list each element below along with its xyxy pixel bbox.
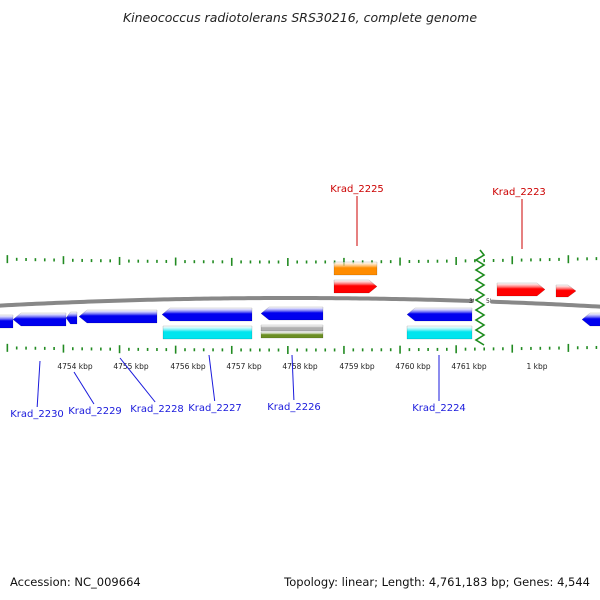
gene-arrow-krad-2231 bbox=[0, 314, 14, 329]
gene-arrow-krad-2223 bbox=[496, 282, 546, 297]
gene-label-krad-2225: Krad_2225 bbox=[330, 184, 384, 195]
gene-labels: Krad_2225 Krad_2223 Krad_2230 Krad_2229 Krad… bbox=[10, 184, 546, 420]
gene-label-krad-2227: Krad_2227 bbox=[188, 403, 242, 414]
gene-label-krad-2223: Krad_2223 bbox=[492, 187, 546, 198]
gene-arrow-krad-2222 bbox=[555, 284, 577, 298]
five-prime-label: 5' bbox=[486, 298, 492, 305]
scale-label: 4754 kbp bbox=[57, 362, 93, 371]
feature-box-gray bbox=[260, 324, 324, 332]
feature-box-orange bbox=[333, 261, 378, 276]
gene-arrow-krad-2225 bbox=[333, 279, 378, 294]
leader-line bbox=[119, 357, 156, 403]
gene-arrow-krad-2226 bbox=[260, 306, 324, 321]
feature-track bbox=[0, 261, 600, 340]
scale-label: 4760 kbp bbox=[395, 362, 431, 371]
accession-text: Accession: NC_009664 bbox=[10, 575, 141, 589]
topology-text: Topology: linear; Length: 4,761,183 bp; … bbox=[284, 575, 590, 589]
gene-arrow-krad-2227 bbox=[161, 307, 253, 322]
backbone-segment bbox=[490, 299, 600, 309]
scale-label: 4761 kbp bbox=[451, 362, 487, 371]
scale-label: 4757 kbp bbox=[226, 362, 262, 371]
scale-labels: 4754 kbp 4755 kbp 4756 kbp 4757 kbp 4758 kbp… bbox=[57, 362, 547, 371]
scale-label: 4758 kbp bbox=[282, 362, 318, 371]
sequence-break bbox=[474, 249, 486, 346]
leader-line bbox=[291, 354, 295, 401]
scale-label: 1 kbp bbox=[526, 362, 547, 371]
gene-label-krad-2228: Krad_2228 bbox=[130, 404, 184, 415]
map-title: Kineococcus radiotolerans SRS30216, comp… bbox=[122, 10, 478, 25]
leader-line bbox=[208, 354, 216, 402]
gene-arrow-krad-2228 bbox=[78, 309, 158, 324]
gene-arrow-krad-2224 bbox=[406, 307, 473, 322]
backbone-segment bbox=[0, 296, 474, 308]
feature-box-olive bbox=[260, 331, 324, 339]
gene-arrow-krad-2229 bbox=[65, 311, 78, 325]
gene-label-krad-2224: Krad_2224 bbox=[412, 403, 466, 414]
bottom-tick-row bbox=[6, 343, 598, 354]
feature-box-cyan bbox=[406, 325, 473, 340]
genome-backbone: 3' 5' bbox=[0, 249, 600, 346]
three-prime-label: 3' bbox=[469, 298, 475, 305]
scale-label: 4756 kbp bbox=[170, 362, 206, 371]
gene-label-krad-2230: Krad_2230 bbox=[10, 409, 64, 420]
gene-arrow-krad-2221 bbox=[581, 312, 600, 327]
scale-label: 4755 kbp bbox=[113, 362, 149, 371]
gene-label-krad-2229: Krad_2229 bbox=[68, 406, 122, 417]
gene-label-krad-2226: Krad_2226 bbox=[267, 402, 321, 413]
scale-label: 4759 kbp bbox=[339, 362, 375, 371]
leader-line bbox=[73, 371, 95, 405]
feature-box-cyan bbox=[162, 325, 253, 340]
top-tick-row bbox=[6, 255, 598, 266]
leader-line bbox=[36, 360, 41, 408]
gene-arrow-krad-2230 bbox=[12, 312, 67, 327]
